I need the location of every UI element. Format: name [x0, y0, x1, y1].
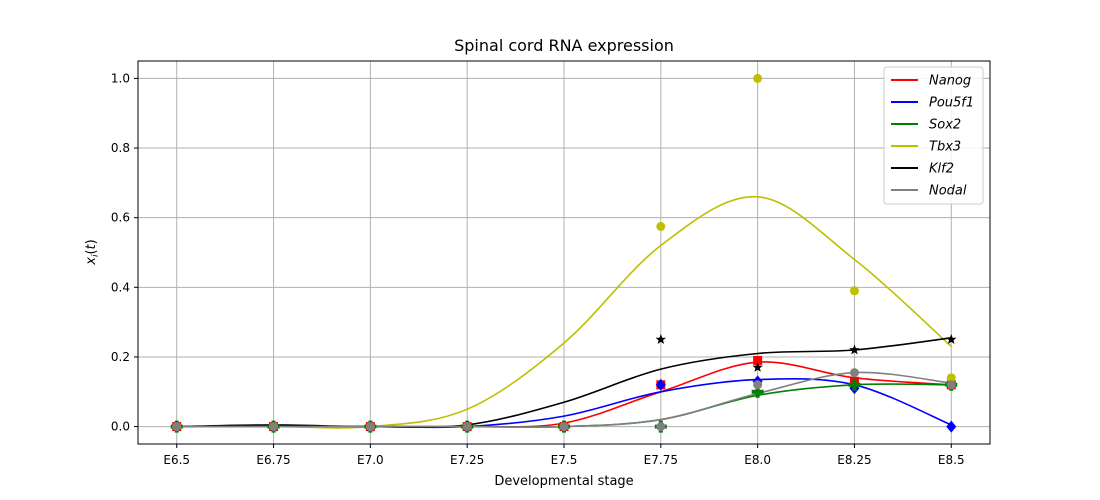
- data-point-nodal: [946, 380, 956, 390]
- y-tick-label: 0.6: [111, 211, 130, 225]
- data-point-nanog: [753, 355, 763, 365]
- y-tick-label: 1.0: [111, 71, 130, 85]
- x-tick-label: E7.5: [551, 453, 578, 467]
- series-line-klf2: [176, 337, 952, 429]
- data-point-sox2: [751, 385, 764, 398]
- x-tick-label: E6.75: [256, 453, 290, 467]
- legend-label-klf2: Klf2: [929, 162, 954, 177]
- legend-label-tbx3: Tbx3: [929, 140, 961, 155]
- data-point-nodal: [656, 422, 666, 432]
- data-point-klf2: [752, 361, 763, 372]
- x-axis-label: Developmental stage: [494, 474, 633, 489]
- x-tick-label: E6.5: [163, 453, 190, 467]
- x-tick-label: E7.25: [450, 453, 484, 467]
- data-point-nodal: [365, 422, 375, 432]
- data-point-tbx3: [849, 286, 859, 296]
- x-tick-label: E8.25: [837, 453, 871, 467]
- legend-label-nanog: Nanog: [929, 74, 971, 89]
- series-line-tbx3: [176, 195, 952, 429]
- data-point-tbx3: [753, 73, 763, 83]
- x-tick-label: E8.0: [744, 453, 771, 467]
- data-point-nodal: [753, 380, 763, 390]
- y-axis-ticks: 0.0 0.2 0.4 0.6 0.8 1.0: [111, 71, 138, 434]
- x-tick-label: E7.75: [644, 453, 678, 467]
- x-tick-label: E8.5: [938, 453, 965, 467]
- data-point-tbx3: [946, 373, 956, 383]
- y-tick-label: 0.4: [111, 280, 130, 294]
- data-point-klf2: [655, 334, 666, 344]
- y-tick-label: 0.8: [111, 141, 130, 155]
- data-point-nodal: [849, 368, 859, 378]
- data-point-pou5f1: [655, 378, 666, 391]
- y-axis-label: xi(t): [84, 239, 101, 265]
- x-axis-ticks: E6.5 E6.75 E7.0 E7.25 E7.5 E7.75 E8.0 E8.25 E8.5: [163, 444, 965, 467]
- y-tick-label: 0.0: [111, 420, 130, 434]
- data-point-nodal: [462, 422, 472, 432]
- data-point-nodal: [172, 422, 182, 432]
- data-point-sox2: [848, 378, 861, 391]
- legend-label-nodal: Nodal: [929, 184, 967, 199]
- series-markers: [170, 73, 958, 433]
- legend-label-pou5f1: Pou5f1: [929, 96, 974, 111]
- x-tick-label: E7.0: [357, 453, 384, 467]
- data-point-klf2: [849, 344, 860, 355]
- y-tick-label: 0.2: [111, 350, 130, 364]
- chart-title: Spinal cord RNA expression: [454, 36, 674, 55]
- data-point-klf2: [946, 334, 957, 344]
- data-point-tbx3: [656, 221, 666, 231]
- data-point-nodal: [269, 422, 279, 432]
- legend: Nanog Pou5f1 Sox2 Tbx3 Klf2 Nodal: [883, 66, 984, 205]
- data-point-pou5f1: [946, 420, 957, 433]
- legend-label-sox2: Sox2: [929, 118, 961, 133]
- data-point-nodal: [559, 422, 569, 432]
